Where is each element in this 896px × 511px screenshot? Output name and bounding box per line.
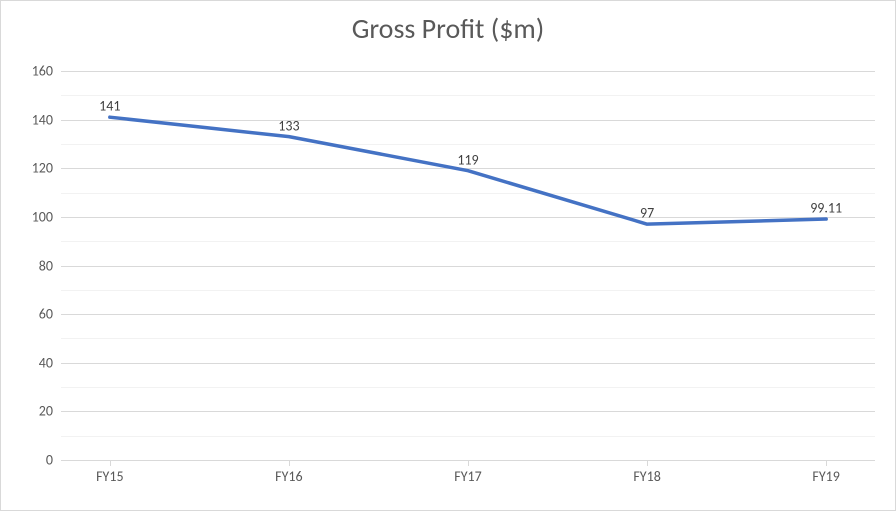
- x-axis-tick-label: FY18: [633, 460, 660, 485]
- y-axis-tick-label: 80: [39, 257, 61, 274]
- y-axis-tick-label: 60: [39, 306, 61, 323]
- chart-title: Gross Profit ($m): [1, 11, 895, 46]
- x-axis-tick-label: FY17: [454, 460, 481, 485]
- x-axis-tick-label: FY16: [275, 460, 302, 485]
- y-axis-tick-label: 0: [46, 452, 61, 469]
- x-axis-tick-label: FY19: [812, 460, 839, 485]
- y-axis-tick-label: 160: [32, 63, 61, 80]
- chart-container: Gross Profit ($m) 020406080100120140160F…: [0, 0, 896, 511]
- y-axis-tick-label: 120: [32, 160, 61, 177]
- line-series: [61, 71, 875, 460]
- plot-area: 020406080100120140160FY15FY16FY17FY18FY1…: [61, 71, 875, 460]
- y-axis-tick-label: 140: [32, 111, 61, 128]
- x-axis-tick-label: FY15: [96, 460, 123, 485]
- y-axis-tick-label: 20: [39, 403, 61, 420]
- y-axis-tick-label: 40: [39, 354, 61, 371]
- y-axis-tick-label: 100: [32, 208, 61, 225]
